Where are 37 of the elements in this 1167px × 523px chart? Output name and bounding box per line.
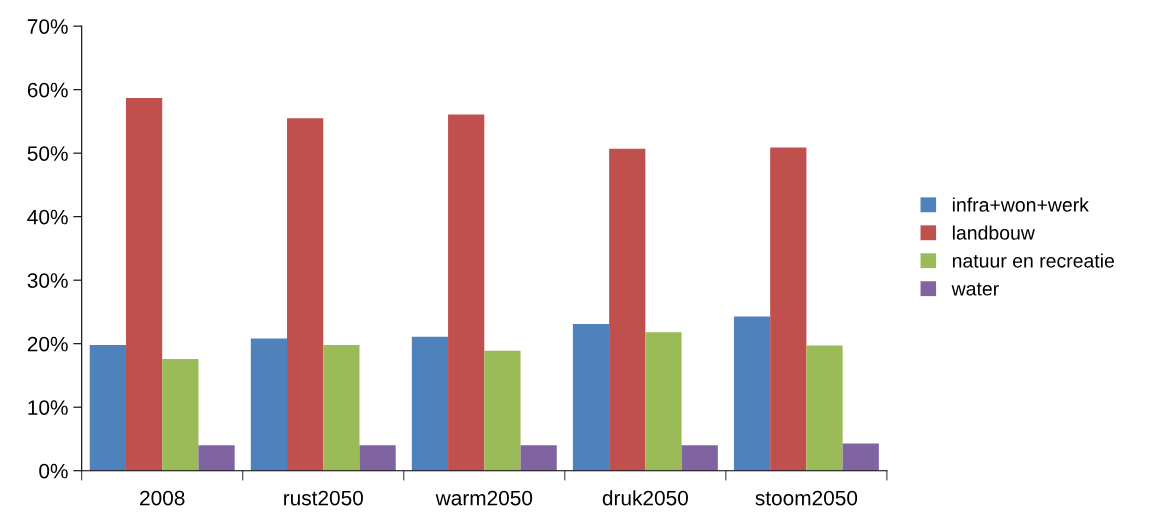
bar (806, 345, 843, 471)
bar (287, 118, 324, 471)
bar (484, 350, 521, 471)
x-tick-label: 2008 (140, 490, 185, 506)
bar (609, 148, 646, 471)
legend-label: landbouw (952, 225, 1035, 240)
legend-label: water (951, 282, 999, 296)
bar (89, 344, 126, 471)
y-tick-label: 50% (27, 146, 68, 161)
y-tick-label: 40% (27, 209, 68, 225)
x-tick-label: stoom2050 (755, 490, 858, 506)
legend-label: natuur en recreatie (952, 253, 1114, 268)
x-tick-label: druk2050 (602, 490, 688, 506)
bar (250, 338, 288, 471)
y-tick-label: 0% (39, 463, 68, 479)
y-tick-label: 10% (28, 400, 68, 415)
bar (198, 445, 235, 471)
bar (448, 114, 485, 471)
bar (359, 445, 396, 471)
x-tick-label: rust2050 (284, 490, 363, 506)
bar (842, 443, 879, 471)
bar (645, 332, 682, 471)
bar (162, 358, 199, 471)
bar (411, 336, 449, 471)
y-tick-label: 60% (27, 82, 68, 98)
bar (125, 97, 163, 471)
y-tick-label: 30% (27, 273, 68, 288)
bar (323, 344, 360, 471)
y-tick-label: 70% (27, 19, 68, 34)
bar (770, 147, 807, 471)
x-tick-label: warm2050 (435, 490, 533, 506)
bar (572, 324, 610, 471)
bar (520, 445, 557, 471)
bar (681, 445, 718, 471)
y-tick-label: 20% (27, 336, 68, 352)
legend-label: infra+won+werk (952, 197, 1089, 212)
bar (733, 316, 771, 471)
